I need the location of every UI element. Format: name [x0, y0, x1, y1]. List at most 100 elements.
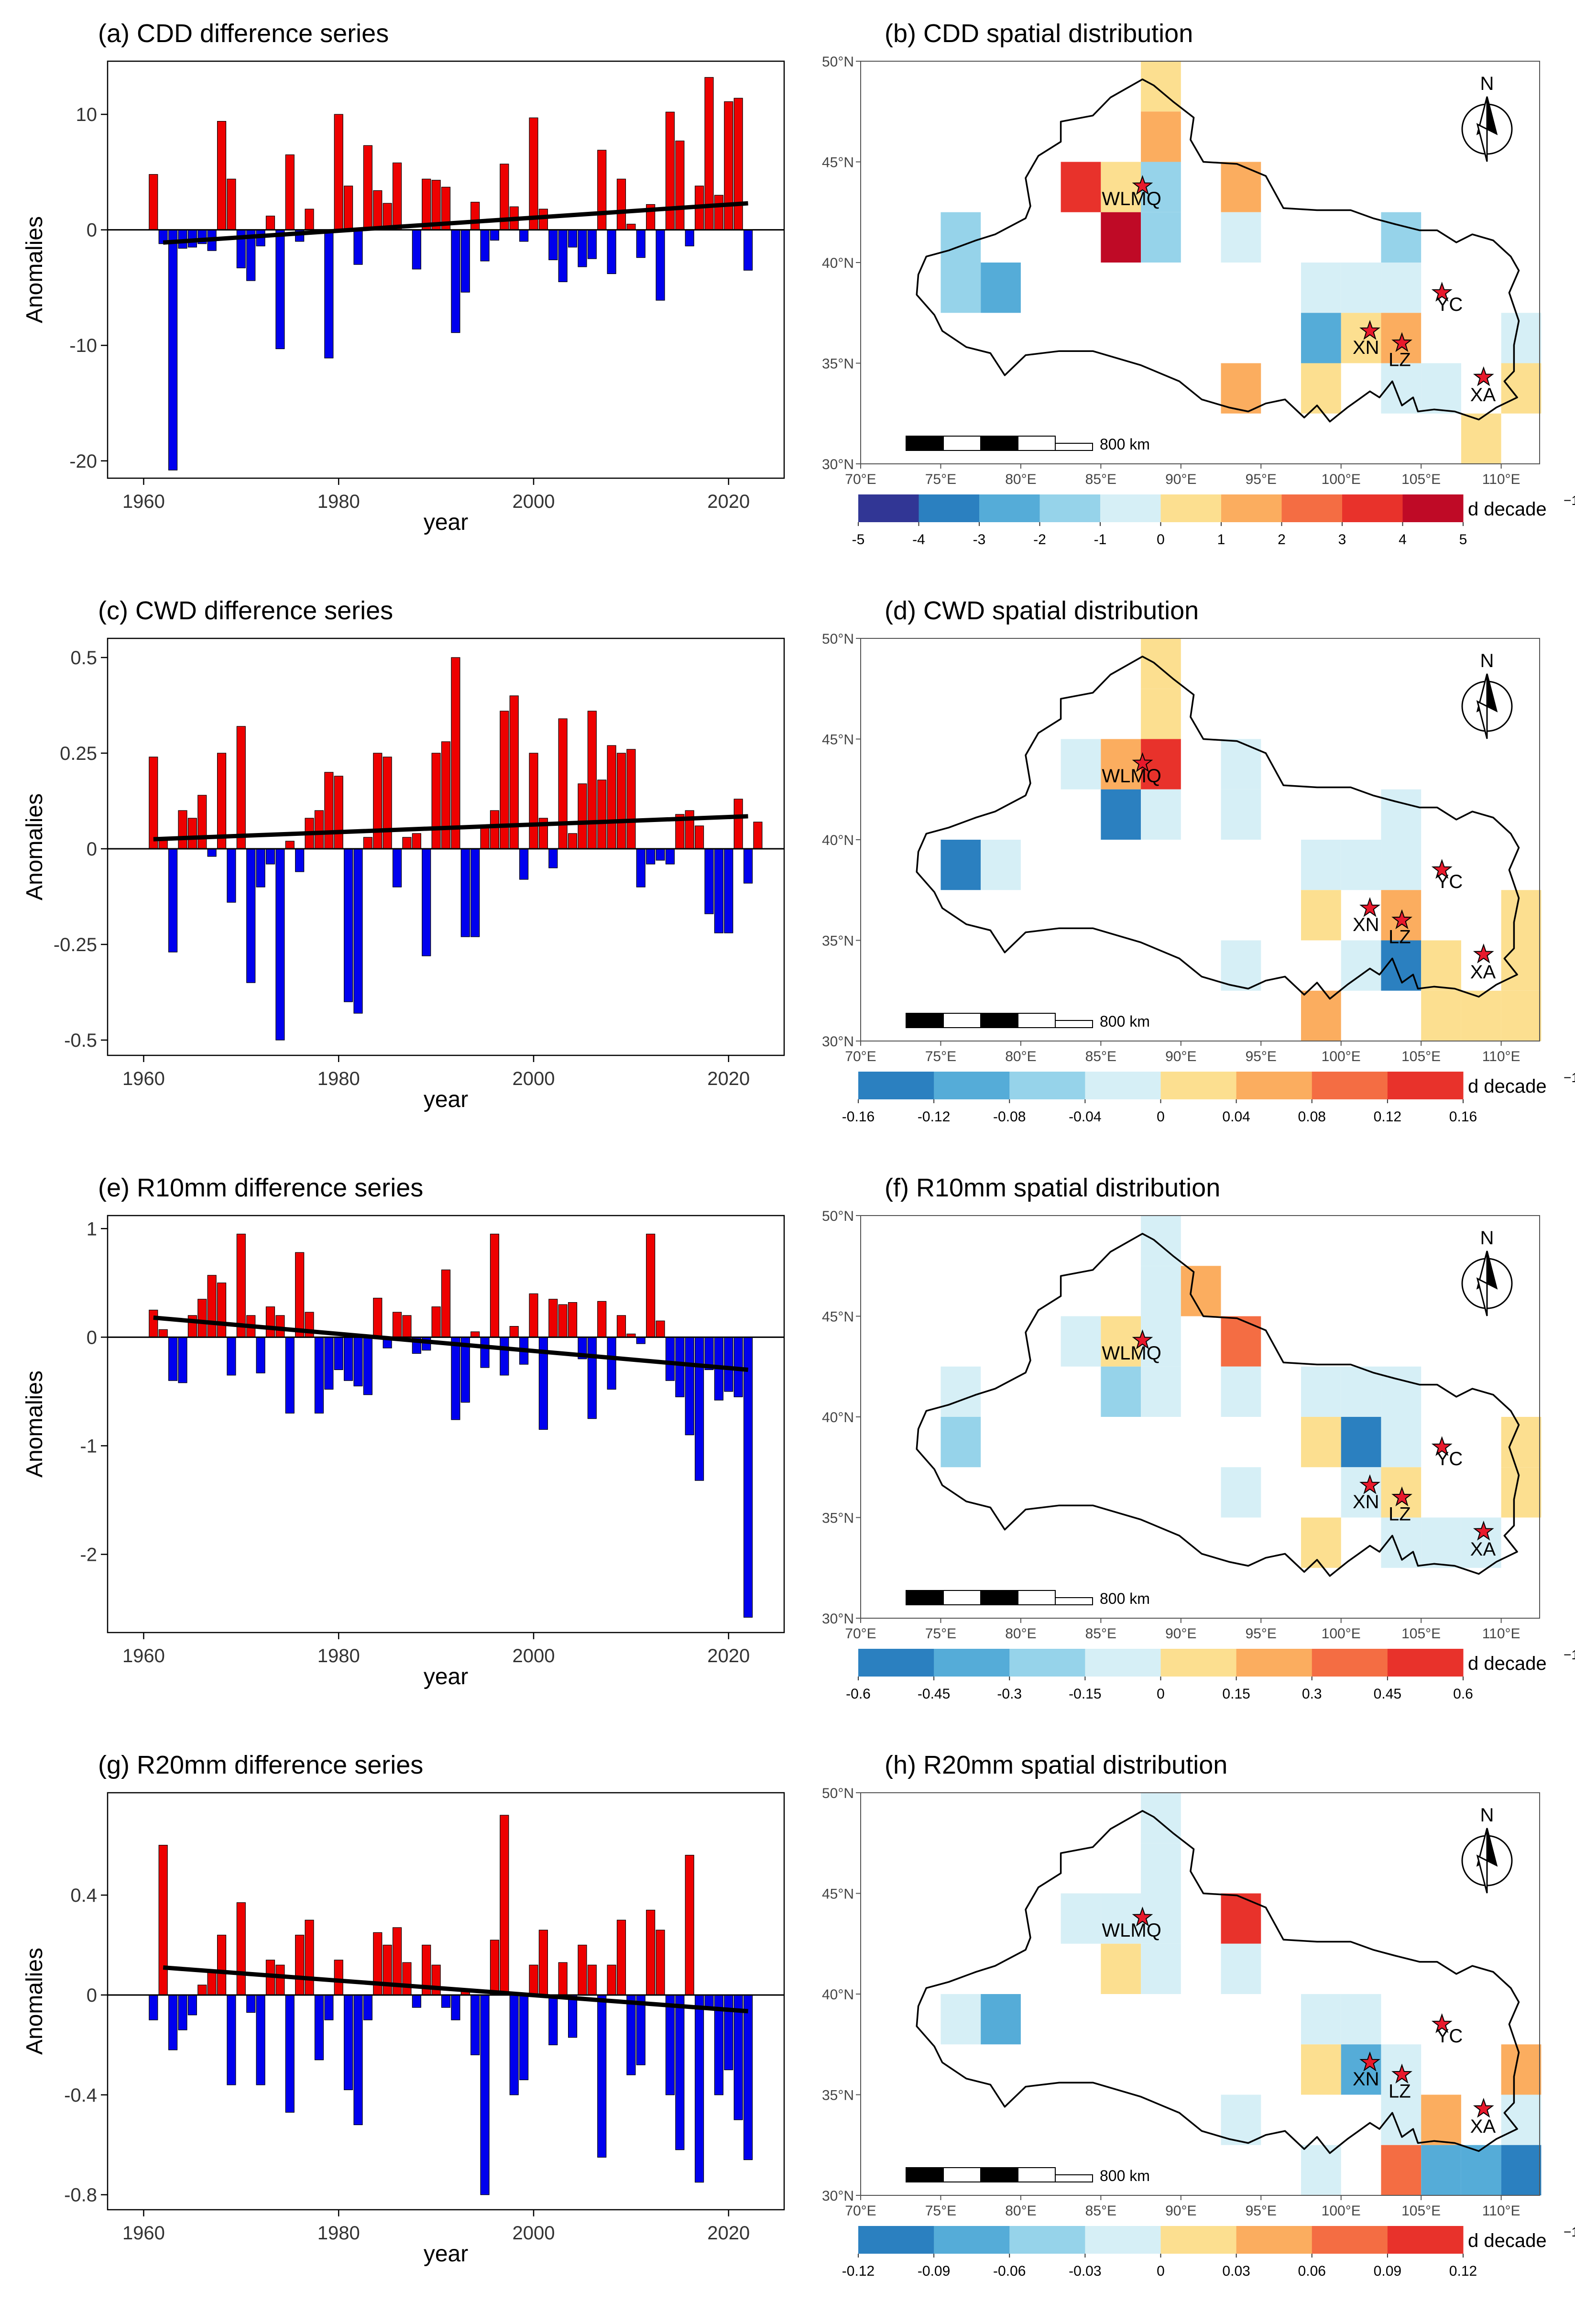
lon-label: 80°E	[1005, 1626, 1036, 1642]
colorbar-swatch	[919, 494, 980, 522]
bar	[636, 1337, 645, 1344]
map-panel-f: (f) R10mm spatial distribution 30°N 35°N 40…	[822, 1173, 1575, 1702]
bar	[558, 1962, 568, 1995]
lat-label: 45°N	[822, 732, 854, 748]
grid-cell	[1341, 1417, 1381, 1468]
bar	[451, 1995, 460, 2020]
city-star-icon	[1132, 175, 1153, 195]
north-arrow-icon	[1486, 1828, 1498, 1867]
bar	[587, 1337, 597, 1419]
bar	[431, 1306, 441, 1337]
grid-cell	[1061, 739, 1101, 789]
trend-line	[163, 201, 748, 245]
lon-label: 75°E	[925, 471, 956, 487]
bar	[158, 1845, 168, 1995]
grid-cell	[1061, 162, 1101, 212]
trend-line	[153, 1315, 748, 1372]
bar	[685, 230, 694, 247]
y-tick-label: 0	[87, 220, 97, 241]
bar	[441, 741, 451, 849]
bar	[295, 848, 305, 872]
grid-cell	[1501, 890, 1542, 941]
colorbar-swatch	[1281, 494, 1343, 522]
colorbar-swatch	[1085, 2226, 1161, 2254]
bar	[431, 1964, 441, 1995]
scale-bar-segment	[943, 436, 981, 451]
lat-label: 40°N	[822, 833, 854, 848]
bar	[587, 1964, 597, 1995]
x-tick-label: 2020	[707, 2223, 750, 2244]
colorbar-unit: d decade	[1468, 1653, 1547, 1674]
grid-cell	[1341, 940, 1381, 991]
colorbar-tick-label: 0.04	[1222, 1109, 1250, 1125]
city-label: YC	[1436, 2026, 1463, 2047]
bar	[344, 1995, 353, 2090]
city-label: LZ	[1389, 2081, 1411, 2102]
bar	[227, 1995, 236, 2085]
city-label: XN	[1353, 914, 1379, 935]
grid-cell	[1381, 2145, 1422, 2195]
y-tick-label: 1	[87, 1218, 97, 1239]
bar	[402, 1962, 412, 1995]
bar	[490, 1940, 500, 1995]
bar	[460, 230, 470, 293]
grid-cell	[1141, 212, 1181, 263]
city-star-icon	[1132, 1329, 1153, 1349]
colorbar-tick-label: -4	[912, 532, 925, 548]
region-outline	[916, 78, 1520, 423]
bar	[275, 848, 285, 1041]
colorbar-tick-label: 0.08	[1298, 1109, 1326, 1125]
city-star-icon	[1431, 859, 1453, 879]
north-label: N	[1480, 1228, 1494, 1249]
bar	[548, 1299, 558, 1337]
bar	[529, 753, 538, 849]
bar	[431, 753, 441, 849]
grid-cell	[1381, 1417, 1422, 1468]
lon-label: 80°E	[1005, 1049, 1036, 1064]
bar	[295, 1935, 305, 1995]
bar	[597, 150, 607, 230]
bar	[656, 1320, 665, 1337]
grid-cell	[1301, 2145, 1341, 2195]
city-label: XA	[1470, 1539, 1496, 1560]
colorbar-swatch	[858, 1072, 934, 1099]
city-label: XA	[1470, 2116, 1496, 2137]
city-star-icon	[1431, 2013, 1453, 2033]
colorbar-tick-label: 0	[1157, 532, 1165, 548]
bar	[616, 753, 626, 849]
bar	[256, 848, 265, 888]
lat-label: 45°N	[822, 1886, 854, 1902]
grid-cell	[1341, 263, 1381, 313]
bar	[500, 1815, 509, 1995]
scale-bar-segment	[906, 1013, 944, 1028]
grid-cell	[1221, 940, 1261, 991]
colorbar-swatch	[1100, 494, 1161, 522]
grid-cell	[1501, 2145, 1542, 2195]
scale-bar-segment	[980, 436, 1018, 451]
bar	[714, 848, 723, 933]
bar	[607, 230, 616, 274]
colorbar-swatch	[1009, 2226, 1085, 2254]
scale-bar-segment	[980, 1590, 1018, 1605]
bar	[568, 1995, 578, 2038]
y-tick-label: 0	[87, 839, 97, 860]
colorbar-swatch	[979, 494, 1040, 522]
colorbar-tick-label: 0.15	[1222, 1686, 1250, 1702]
grid-cell	[1301, 263, 1341, 313]
grid-cell	[1221, 739, 1261, 789]
bar	[236, 726, 246, 849]
colorbar-tick-label: -0.06	[993, 2263, 1026, 2279]
grid-cell	[1301, 313, 1341, 363]
bar	[168, 1995, 178, 2050]
colorbar-swatch	[1009, 1072, 1085, 1099]
x-tick-label: 2000	[513, 2223, 555, 2244]
lon-label: 70°E	[845, 2203, 876, 2219]
city-star-icon	[1391, 1486, 1412, 1507]
bar	[607, 1337, 616, 1390]
bar	[646, 848, 656, 865]
bar	[665, 111, 675, 230]
grid-cell	[1141, 111, 1181, 162]
grid-cell	[1381, 1366, 1422, 1417]
lon-label: 110°E	[1482, 1626, 1520, 1642]
lon-label: 105°E	[1401, 1049, 1441, 1064]
